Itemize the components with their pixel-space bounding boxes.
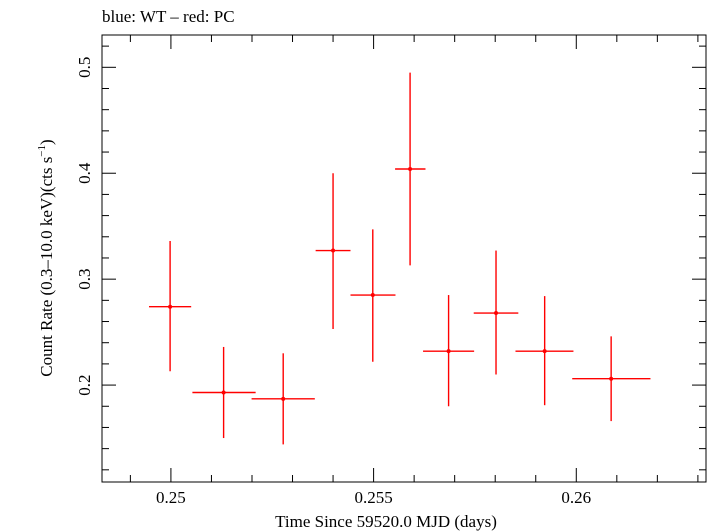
point-marker: [408, 166, 413, 171]
data-point: [515, 296, 574, 406]
data-point: [315, 173, 351, 329]
data-point: [423, 295, 475, 407]
x-tick-label: 0.26: [561, 488, 591, 507]
data-point: [572, 336, 651, 422]
point-marker: [281, 396, 286, 401]
y-tick-label: 0.2: [75, 374, 94, 395]
x-tick-label: 0.255: [354, 488, 392, 507]
y-tick-label: 0.5: [75, 57, 94, 78]
y-axis-label: Count Rate (0.3–10.0 keV)(cts s−1): [36, 139, 56, 376]
y-tick-label: 0.4: [75, 162, 94, 184]
chart-title: blue: WT – red: PC: [102, 7, 235, 26]
tick-labels: 0.25 0.255 0.26 0.2 0.3 0.4 0.5: [75, 57, 591, 507]
point-marker: [370, 293, 375, 298]
axis-ticks: [102, 35, 706, 482]
data-point: [395, 72, 426, 266]
y-axis-label-close: ): [37, 139, 56, 145]
y-tick-label: 0.3: [75, 269, 94, 290]
x-tick-label: 0.25: [156, 488, 186, 507]
y-axis-label-main: Count Rate (0.3–10.0 keV)(cts s: [37, 157, 56, 377]
point-marker: [446, 349, 451, 354]
point-marker: [331, 248, 336, 253]
plot-frame: [101, 34, 707, 483]
point-marker: [221, 390, 226, 395]
point-marker: [609, 376, 614, 381]
data-point: [350, 229, 396, 362]
data-point: [473, 250, 519, 375]
data-point: [192, 346, 256, 439]
y-axis-label-sup: −1: [36, 145, 48, 157]
point-marker: [168, 304, 173, 309]
data-point: [149, 241, 192, 372]
x-axis-label: Time Since 59520.0 MJD (days): [275, 512, 497, 531]
data-points: [149, 72, 651, 445]
data-point: [251, 353, 315, 445]
point-marker: [494, 311, 499, 316]
point-marker: [542, 349, 547, 354]
